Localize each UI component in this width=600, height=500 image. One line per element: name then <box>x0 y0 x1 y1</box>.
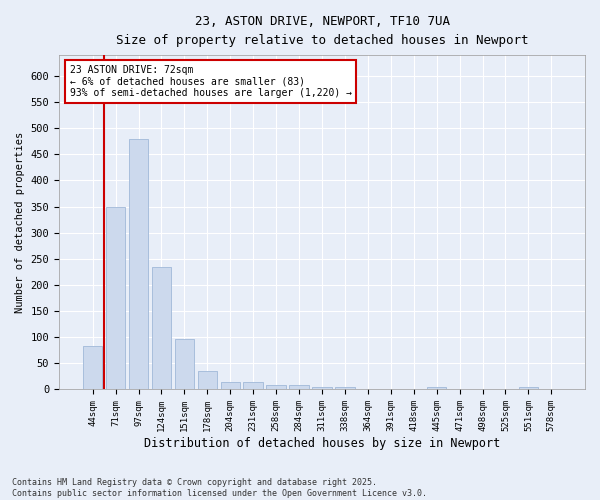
Bar <box>289 386 309 390</box>
Bar <box>83 346 103 390</box>
Bar <box>152 266 171 390</box>
Bar <box>518 387 538 390</box>
Bar <box>175 340 194 390</box>
Text: Contains HM Land Registry data © Crown copyright and database right 2025.
Contai: Contains HM Land Registry data © Crown c… <box>12 478 427 498</box>
Text: 23 ASTON DRIVE: 72sqm
← 6% of detached houses are smaller (83)
93% of semi-detac: 23 ASTON DRIVE: 72sqm ← 6% of detached h… <box>70 65 352 98</box>
Bar <box>129 138 148 390</box>
Bar <box>244 382 263 390</box>
Bar <box>266 386 286 390</box>
Title: 23, ASTON DRIVE, NEWPORT, TF10 7UA
Size of property relative to detached houses : 23, ASTON DRIVE, NEWPORT, TF10 7UA Size … <box>116 15 528 47</box>
Bar <box>312 387 332 390</box>
Bar <box>197 370 217 390</box>
X-axis label: Distribution of detached houses by size in Newport: Distribution of detached houses by size … <box>144 437 500 450</box>
Y-axis label: Number of detached properties: Number of detached properties <box>15 132 25 313</box>
Bar <box>427 387 446 390</box>
Bar <box>106 206 125 390</box>
Bar <box>335 387 355 390</box>
Bar <box>221 382 240 390</box>
